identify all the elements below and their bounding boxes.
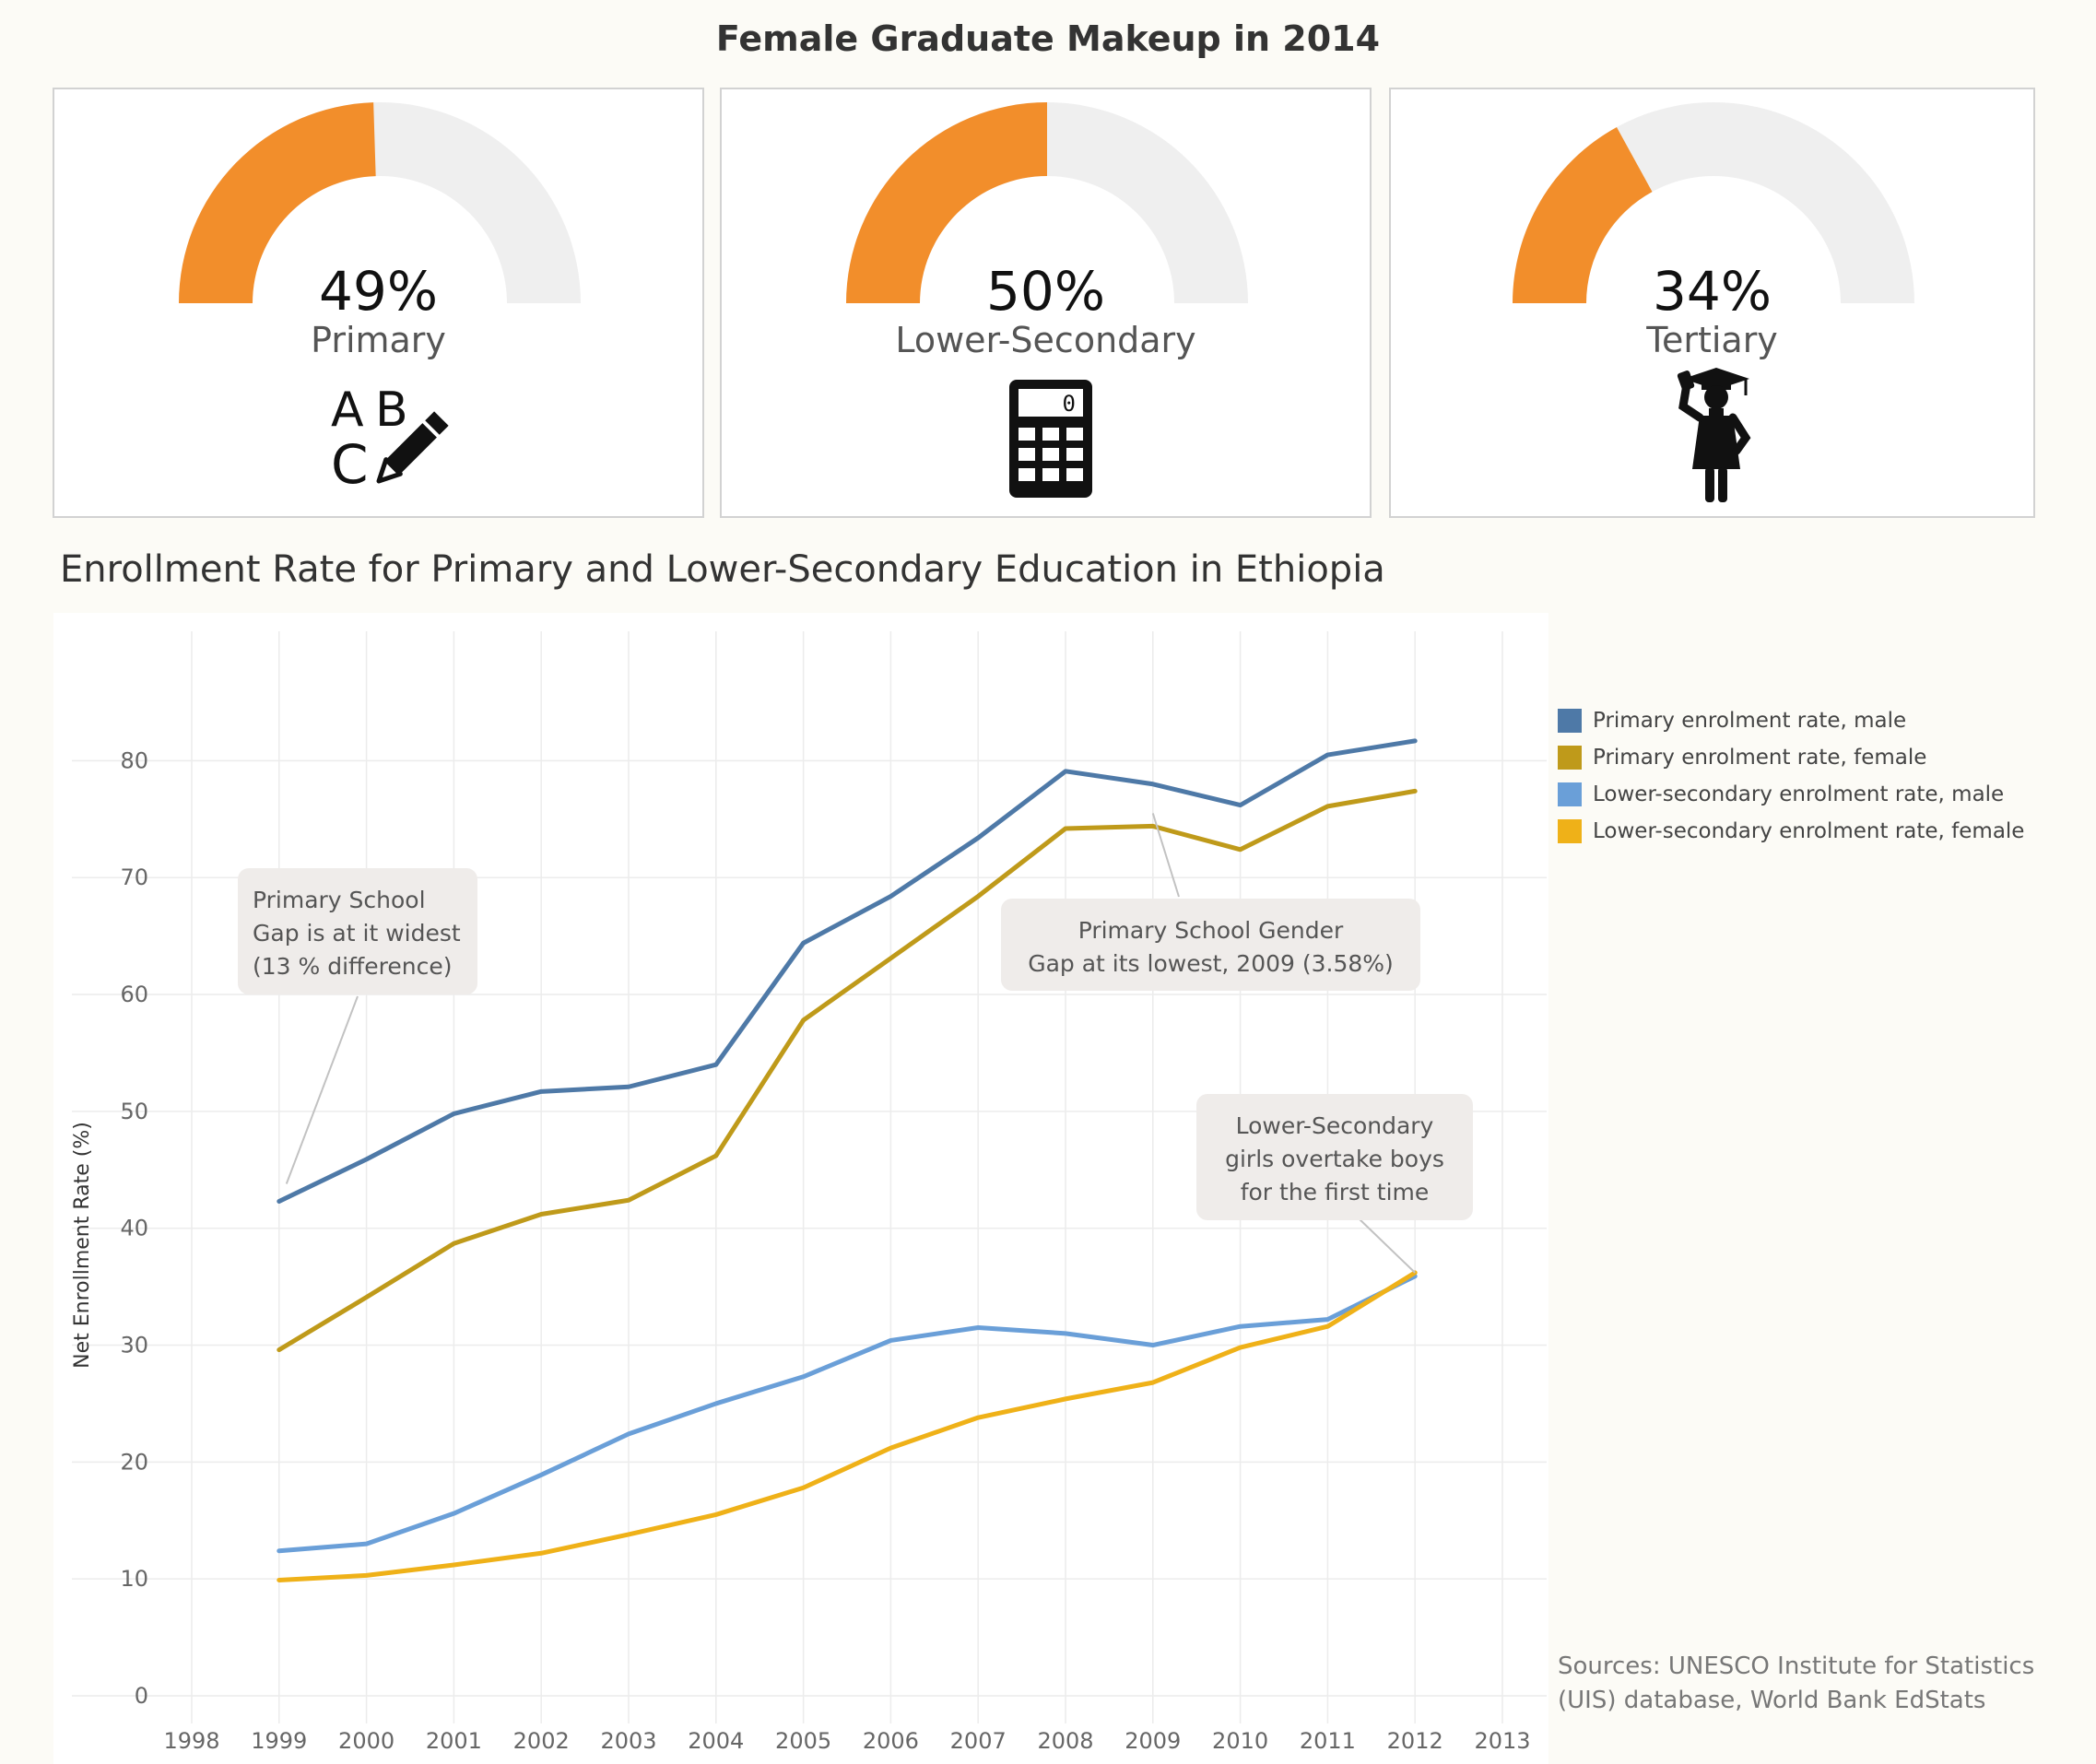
legend-swatch — [1558, 746, 1582, 770]
x-tick-label: 2004 — [688, 1728, 744, 1754]
svg-text:B: B — [375, 382, 408, 438]
gauge-label: Lower-Secondary — [895, 320, 1196, 360]
annotation-box — [1001, 899, 1420, 991]
x-tick-label: 2007 — [950, 1728, 1007, 1754]
annotation-leader — [285, 995, 359, 1184]
series-line — [277, 1270, 1418, 1582]
annotation-text: (13 % difference) — [253, 953, 452, 980]
y-tick-label: 80 — [120, 747, 148, 773]
gauge-card-tertiary: 34% Tertiary — [1389, 88, 2035, 518]
annotation-text: Gap at its lowest, 2009 (3.58%) — [1028, 950, 1394, 977]
x-tick-label: 2008 — [1037, 1728, 1093, 1754]
dashboard-title: Female Graduate Makeup in 2014 — [715, 18, 1381, 59]
annotation-text: for the first time — [1241, 1179, 1430, 1205]
annotation-text: Primary School Gender — [1078, 917, 1344, 944]
gauge-fill — [1513, 126, 1653, 303]
y-axis-label: Net Enrollment Rate (%) — [71, 1122, 94, 1369]
annotation-text: Lower-Secondary — [1236, 1112, 1434, 1139]
series-line — [277, 738, 1418, 1205]
x-tick-label: 2000 — [338, 1728, 394, 1754]
legend-item: Primary enrolment rate, male — [1558, 702, 2024, 739]
legend-item: Primary enrolment rate, female — [1558, 739, 2024, 776]
x-tick-label: 2012 — [1387, 1728, 1443, 1754]
gauge-label: Tertiary — [1646, 320, 1778, 360]
annotation-leader — [1151, 813, 1180, 898]
annotation-box — [1196, 1094, 1473, 1220]
legend-label: Lower-secondary enrolment rate, female — [1593, 819, 2025, 843]
legend-label: Primary enrolment rate, female — [1593, 746, 1927, 770]
x-tick-label: 2003 — [600, 1728, 656, 1754]
x-tick-label: 2009 — [1125, 1728, 1181, 1754]
line-chart: 1998 1999 2000 2001 2002 2003 2004 2005 2006 2007… — [53, 613, 1548, 1764]
y-tick-label: 0 — [135, 1683, 148, 1709]
series-line — [277, 1274, 1418, 1554]
legend-item: Lower-secondary enrolment rate, female — [1558, 813, 2024, 850]
abc-pencil-icon: A B C — [331, 382, 449, 496]
graduate-icon — [1677, 368, 1751, 502]
gauge-card-primary: 49% Primary A B C — [53, 88, 704, 518]
x-tick-label: 1999 — [251, 1728, 307, 1754]
legend-label: Lower-secondary enrolment rate, male — [1593, 782, 2005, 806]
annotation-text: Gap is at it widest — [253, 920, 461, 947]
gauge-card-lower-secondary: 50% Lower-Secondary 0 — [720, 88, 1372, 518]
calculator-icon: 0 — [1009, 380, 1092, 498]
gauge-label: Primary — [311, 320, 446, 360]
chart-title: Enrollment Rate for Primary and Lower-Se… — [60, 548, 1385, 591]
gauge-lower-secondary — [846, 102, 1248, 303]
gauge-value: 50% — [986, 260, 1105, 323]
y-tick-label: 40 — [120, 1216, 148, 1241]
legend-label: Primary enrolment rate, male — [1593, 709, 1907, 733]
y-tick-label: 50 — [120, 1099, 148, 1124]
legend-swatch — [1558, 709, 1582, 733]
gauge-fill — [846, 102, 1047, 303]
x-tick-label: 2013 — [1474, 1728, 1530, 1754]
annotation-box — [238, 868, 477, 994]
svg-text:C: C — [331, 433, 369, 496]
y-tick-label: 10 — [120, 1566, 148, 1592]
y-tick-label: 70 — [120, 864, 148, 890]
legend-swatch — [1558, 782, 1582, 806]
x-tick-label: 2011 — [1300, 1728, 1356, 1754]
x-tick-label: 2002 — [513, 1728, 570, 1754]
gauge-tertiary — [1513, 102, 1914, 303]
svg-text:A: A — [331, 382, 364, 438]
annotation-text: girls overtake boys — [1225, 1146, 1444, 1172]
series-line — [277, 788, 1418, 1353]
gauge-primary — [179, 102, 581, 303]
x-tick-label: 1998 — [163, 1728, 219, 1754]
y-tick-label: 20 — [120, 1449, 148, 1475]
y-tick-label: 30 — [120, 1333, 148, 1358]
chart-legend: Primary enrolment rate, male Primary enro… — [1558, 702, 2024, 850]
annotation-text: Primary School — [253, 887, 426, 913]
calculator-display: 0 — [1063, 391, 1076, 417]
gauge-value: 34% — [1653, 260, 1772, 323]
gauge-value: 49% — [319, 260, 438, 323]
y-tick-label: 60 — [120, 982, 148, 1007]
x-tick-label: 2005 — [775, 1728, 831, 1754]
annotation-leader — [1357, 1217, 1416, 1274]
gauge-fill — [179, 102, 376, 303]
chart-canvas: 1998 1999 2000 2001 2002 2003 2004 2005 2006 2007… — [71, 631, 1547, 1754]
x-tick-label: 2001 — [426, 1728, 482, 1754]
legend-swatch — [1558, 819, 1582, 843]
x-tick-label: 2006 — [863, 1728, 919, 1754]
source-note: Sources: UNESCO Institute for Statistics… — [1558, 1652, 2035, 1714]
legend-item: Lower-secondary enrolment rate, male — [1558, 776, 2024, 813]
x-tick-label: 2010 — [1212, 1728, 1268, 1754]
